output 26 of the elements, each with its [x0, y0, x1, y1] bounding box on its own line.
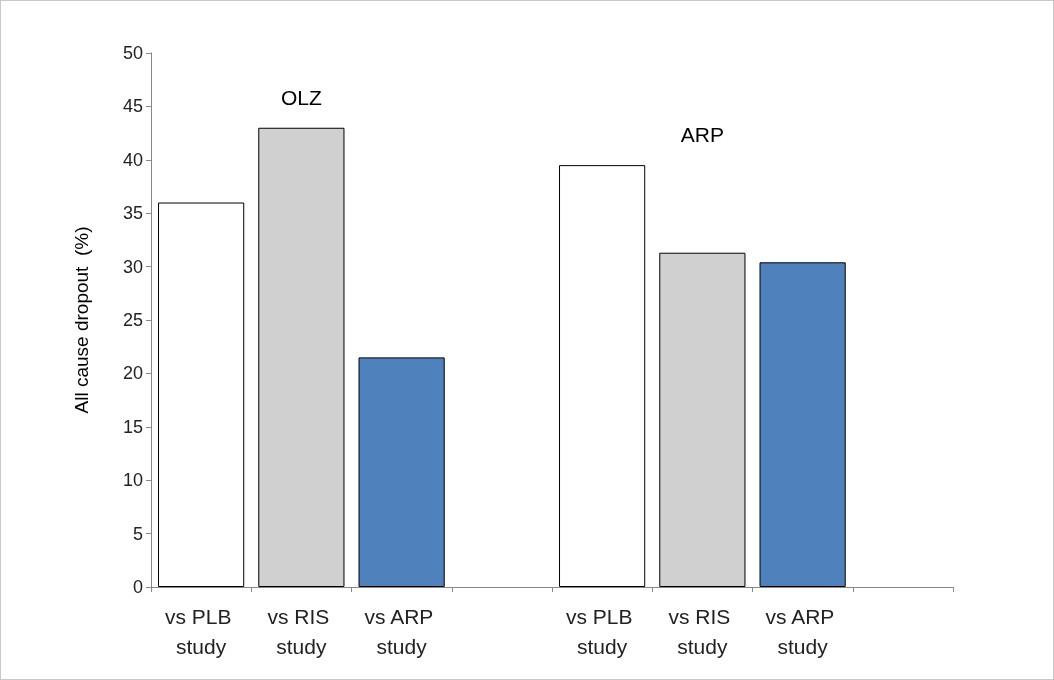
x-tick-label: vs RIS study [267, 604, 336, 658]
x-tick-label: vs ARP study [364, 604, 439, 658]
y-tick-label: 25 [122, 310, 143, 330]
y-tick-label: 10 [122, 470, 143, 491]
bar [659, 252, 746, 587]
y-tick-label: 5 [132, 523, 143, 544]
bar [559, 165, 646, 587]
y-tick-label: 35 [122, 203, 143, 224]
bar [158, 202, 245, 587]
bar [358, 357, 445, 587]
x-tick-label: vs RIS study [668, 604, 737, 658]
y-tick-label: 15 [122, 416, 143, 437]
annotation: OLZ [280, 85, 322, 109]
bar [258, 127, 345, 587]
y-tick-label: 50 [122, 43, 143, 63]
x-tick-label: vs PLB study [164, 604, 238, 658]
x-tick-label: vs ARP study [765, 604, 840, 658]
annotation: ARP [680, 123, 724, 147]
x-tick-label: vs PLB study [565, 604, 639, 658]
bar [759, 262, 846, 587]
y-tick-label: 0 [132, 577, 143, 597]
y-tick-label: 30 [122, 256, 143, 277]
y-tick-label: 20 [122, 363, 143, 384]
y-axis-title: All cause dropout (%) [71, 226, 92, 414]
y-tick-label: 40 [122, 149, 143, 170]
y-tick-label: 45 [122, 96, 143, 117]
